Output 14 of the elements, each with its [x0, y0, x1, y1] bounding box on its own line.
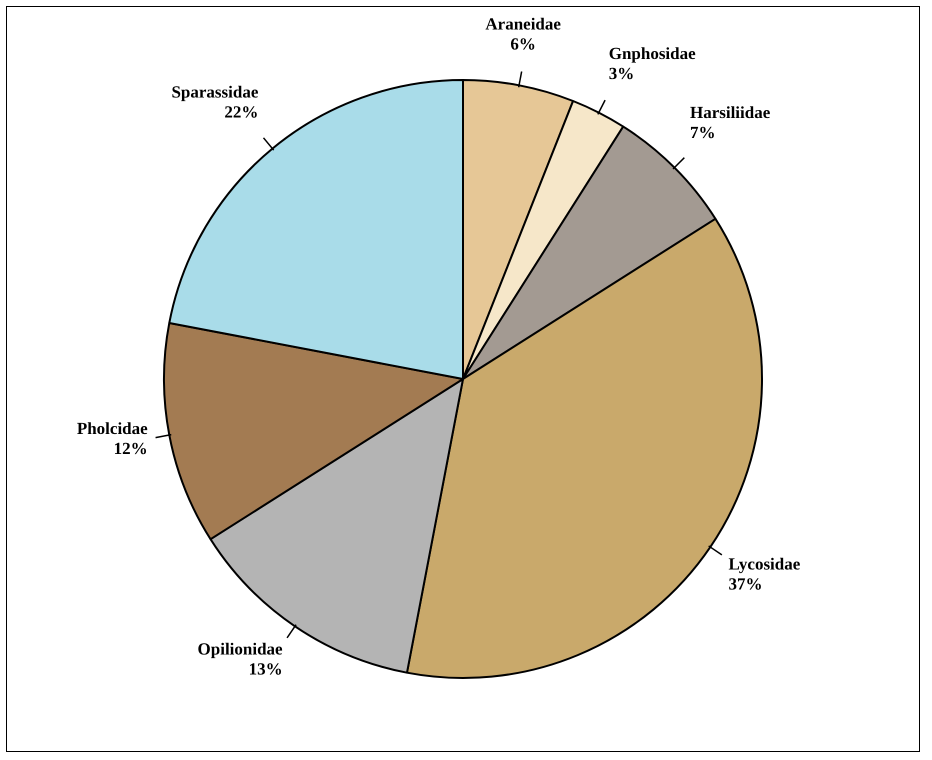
data-label: 12%: [114, 439, 148, 458]
slice-label: Pholcidae: [76, 419, 148, 438]
data-label: 3%: [608, 64, 634, 83]
slice-label: Lycosidae: [728, 554, 801, 574]
slice-label: Sparassidae: [171, 82, 259, 102]
slice-label: Gnphosidae: [608, 44, 696, 63]
slice-label: Harsiliidae: [690, 103, 771, 122]
data-label: 22%: [224, 102, 258, 122]
data-label: 7%: [690, 123, 716, 142]
data-label: 37%: [728, 574, 762, 594]
data-label: 13%: [248, 659, 283, 678]
data-label: 6%: [510, 34, 536, 54]
slice-label: Opilionidae: [198, 639, 284, 658]
slice-label: Araneidae: [485, 14, 562, 34]
